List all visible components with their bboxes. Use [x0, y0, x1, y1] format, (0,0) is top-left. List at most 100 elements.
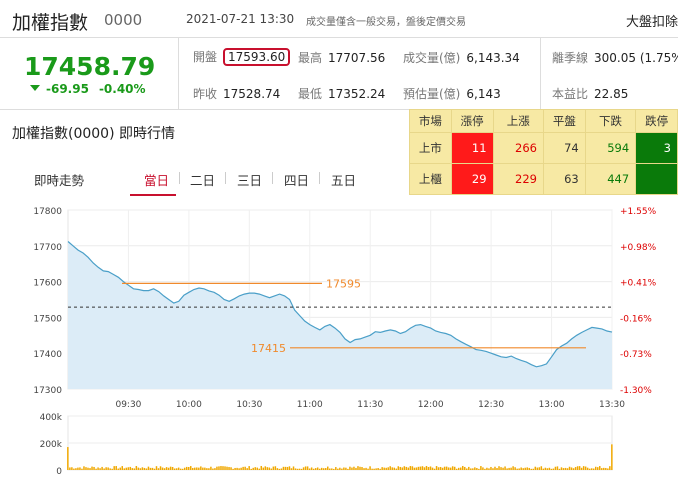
volume-bar: [341, 468, 343, 470]
volume-bar: [302, 467, 305, 470]
volume-bar: [512, 466, 514, 470]
volume-bar: [447, 467, 450, 470]
volume-bar: [572, 468, 575, 470]
volume-bar: [296, 468, 299, 470]
volume-bar: [79, 467, 81, 470]
volume-bar: [443, 466, 446, 470]
quote-datetime: 2021-07-21 13:30: [186, 12, 295, 26]
volume-bar: [155, 466, 158, 470]
volume-bar: [468, 466, 470, 470]
volume-bar: [77, 467, 79, 470]
volume-bar: [214, 468, 216, 470]
volume-bar: [278, 468, 281, 470]
volume-bar: [355, 467, 357, 470]
volume-bar: [393, 467, 395, 470]
volume-bar: [530, 468, 533, 470]
volume-bar: [399, 466, 402, 470]
volume-bar: [95, 468, 97, 470]
flat-cell: 63: [542, 162, 586, 196]
volume-bar: [210, 466, 212, 470]
tab-day3[interactable]: 三日: [237, 173, 263, 188]
market-cell: 上櫃: [409, 162, 452, 196]
volume-bar: [544, 467, 547, 470]
volume-bar: [337, 468, 339, 470]
prev-close-cell: 昨收 17528.74: [193, 85, 280, 102]
volume-bar: [187, 466, 190, 470]
volume-bar: [103, 468, 105, 470]
high-cell: 最高 17707.56: [298, 49, 385, 66]
volume-bar: [335, 467, 337, 470]
section-title: 加權指數(0000) 即時行情: [12, 126, 176, 142]
prev-close-value: 17528.74: [223, 87, 281, 101]
ex-label: 離季線: [552, 51, 589, 65]
volume-bar: [260, 465, 263, 470]
est-volume-cell: 預估量(億) 6,143: [403, 85, 501, 102]
volume-bar: [157, 468, 160, 470]
volume-bar: [119, 467, 121, 470]
volume-bar: [504, 466, 506, 470]
volume-bar: [167, 467, 170, 470]
tab-day4[interactable]: 四日: [284, 173, 310, 188]
volume-bar: [550, 468, 553, 470]
volume-bar: [99, 468, 101, 470]
volume-bar: [538, 467, 541, 470]
volume-bar: [324, 468, 327, 470]
volume-tick-label: 200k: [40, 440, 63, 450]
volume-bar: [423, 467, 426, 470]
volume-bar: [532, 468, 535, 470]
tab-day2[interactable]: 二日: [190, 173, 216, 188]
annotation-label: 17595: [326, 277, 361, 290]
y-tick-label: 17300: [33, 386, 62, 396]
market-excluding-link[interactable]: 大盤扣除: [625, 15, 678, 30]
volume-bar: [566, 468, 569, 470]
volume-bar: [445, 466, 448, 470]
y-tick-label: 17600: [33, 279, 62, 289]
tab-day1[interactable]: 當日: [144, 173, 170, 188]
volume-bar: [143, 467, 146, 470]
volume-bar: [75, 468, 77, 470]
volume-bar: [439, 466, 442, 470]
volume-bar: [125, 467, 128, 470]
volume-bar: [318, 468, 321, 470]
volume-bar: [453, 466, 456, 470]
volume-bar: [308, 468, 311, 470]
x-tick-label: 11:30: [357, 400, 383, 410]
volume-bar: [367, 468, 369, 470]
volume-bar: [379, 468, 381, 470]
volume-bar: [607, 468, 609, 470]
ex-cell: 離季線 300.05 (1.75%): [552, 49, 678, 66]
limit-up-cell: 29: [450, 162, 494, 196]
volume-bar: [171, 466, 174, 470]
volume-bar: [526, 467, 528, 470]
volume-bar: [351, 467, 353, 470]
volume-bar: [123, 468, 126, 470]
limit-down-cell: 3: [635, 131, 678, 164]
tab-day5[interactable]: 五日: [331, 173, 357, 188]
volume-bar: [198, 467, 200, 470]
volume-bar: [276, 468, 279, 470]
volume-bar: [564, 467, 567, 470]
volume-bar: [361, 467, 363, 470]
down-arrow-icon: [30, 85, 40, 91]
volume-bar: [173, 468, 176, 470]
volume-bar: [67, 447, 69, 470]
volume-bar: [175, 468, 178, 470]
volume-bar: [605, 467, 607, 470]
volume-bar: [149, 467, 152, 470]
down-cell: 594: [584, 131, 637, 164]
volume-bar: [230, 467, 232, 470]
volume-bar: [500, 467, 502, 470]
volume-bar: [413, 467, 416, 470]
realtime-trend-label: 即時走勢: [34, 173, 85, 188]
volume-bar: [183, 467, 186, 470]
volume-bar: [403, 466, 406, 470]
volume-tick-label: 400k: [40, 413, 63, 423]
volume-bar: [190, 466, 192, 470]
volume-bar: [343, 467, 345, 470]
volume-bar: [312, 468, 315, 470]
volume-bar: [546, 468, 549, 470]
volume-bar: [266, 467, 269, 470]
volume-bar: [81, 468, 83, 470]
volume-bar: [377, 468, 379, 470]
volume-bar: [322, 468, 325, 470]
